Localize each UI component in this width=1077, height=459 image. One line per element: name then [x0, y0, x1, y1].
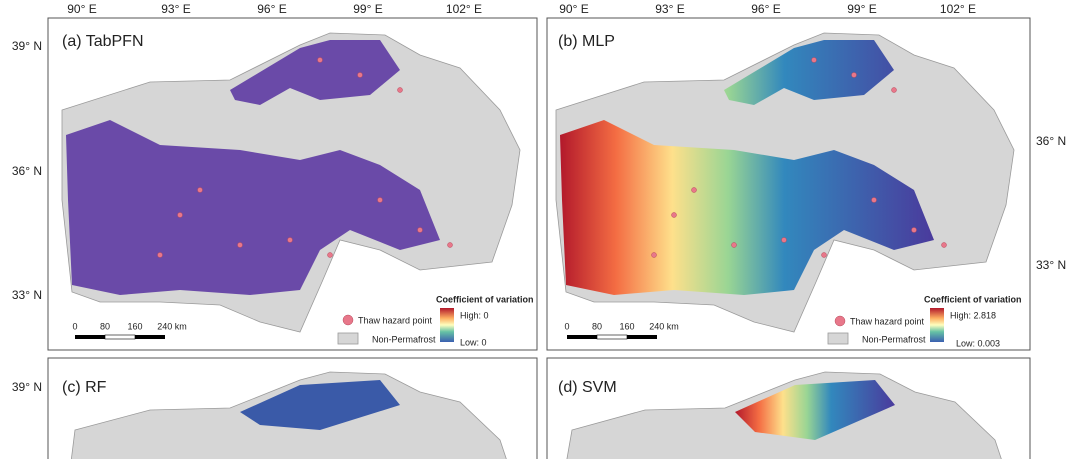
- panel-title: (a) TabPFN: [62, 33, 144, 50]
- color-ramp: [440, 308, 454, 342]
- hazard-swatch: [834, 315, 846, 327]
- graticule-labels: 90° E 93° E 96° E 99° E 102° E 90° E 93°…: [12, 2, 1066, 394]
- legend-non-permafrost: Non-Permafrost: [862, 334, 926, 344]
- scale-label: 160: [619, 321, 634, 331]
- lon-label: 93° E: [655, 2, 684, 16]
- scale-label: 0: [72, 321, 77, 331]
- scale-bar: 0 80 160 240 km: [72, 321, 187, 340]
- scale-label: 0: [564, 321, 569, 331]
- lat-label: 33° N: [12, 288, 42, 302]
- cv-map: [240, 380, 400, 430]
- scale-label: 240 km: [157, 321, 187, 331]
- panel-frame: [546, 357, 1031, 459]
- permafrost-map: [66, 40, 440, 295]
- scale-label: 160: [127, 321, 142, 331]
- panel-d: (d) SVM: [546, 357, 1031, 459]
- legend-hazard: Thaw hazard point: [850, 316, 925, 326]
- lon-label: 93° E: [161, 2, 190, 16]
- scale-bar: 0 80 160 240 km: [564, 321, 679, 340]
- cv-map: [735, 380, 895, 440]
- panel-b: (b) MLP Coefficient of variation High: 2…: [546, 17, 1031, 351]
- scale-label: 80: [100, 321, 110, 331]
- lat-label: 39° N: [12, 380, 42, 394]
- scale-label: 80: [592, 321, 602, 331]
- panel-a: (a) TabPFN Coefficient of variation High…: [47, 17, 538, 351]
- panel-title: (b) MLP: [558, 33, 615, 50]
- color-ramp: [930, 308, 944, 342]
- lon-label: 90° E: [559, 2, 588, 16]
- lon-label: 90° E: [67, 2, 96, 16]
- panel-frame: [546, 17, 1031, 351]
- lat-label: 39° N: [12, 39, 42, 53]
- lon-label: 99° E: [847, 2, 876, 16]
- lon-label: 102° E: [940, 2, 976, 16]
- panel-frame: [47, 357, 538, 459]
- panel-c: (c) RF: [47, 357, 538, 459]
- lon-label: 102° E: [446, 2, 482, 16]
- legend-high: High: 0: [460, 310, 489, 320]
- legend-low: Low: 0: [460, 337, 487, 347]
- legend-title: Coefficient of variation: [924, 294, 1022, 304]
- legend-high: High: 2.818: [950, 310, 996, 320]
- lat-label: 36° N: [1036, 134, 1066, 148]
- panel-frame: [47, 17, 538, 351]
- scale-label: 240 km: [649, 321, 679, 331]
- non-permafrost-swatch: [337, 332, 359, 345]
- non-permafrost-swatch: [827, 332, 849, 345]
- lon-label: 99° E: [353, 2, 382, 16]
- cv-map: [560, 40, 934, 295]
- hazard-swatch: [342, 314, 354, 326]
- legend-low: Low: 0.003: [956, 338, 1000, 348]
- legend-hazard: Thaw hazard point: [358, 315, 433, 325]
- lat-label: 33° N: [1036, 258, 1066, 272]
- lon-label: 96° E: [257, 2, 286, 16]
- legend-non-permafrost: Non-Permafrost: [372, 334, 436, 344]
- lon-label: 96° E: [751, 2, 780, 16]
- legend-title: Coefficient of variation: [436, 294, 534, 304]
- panel-title: (c) RF: [62, 379, 107, 396]
- lat-label: 36° N: [12, 164, 42, 178]
- panel-title: (d) SVM: [558, 379, 617, 396]
